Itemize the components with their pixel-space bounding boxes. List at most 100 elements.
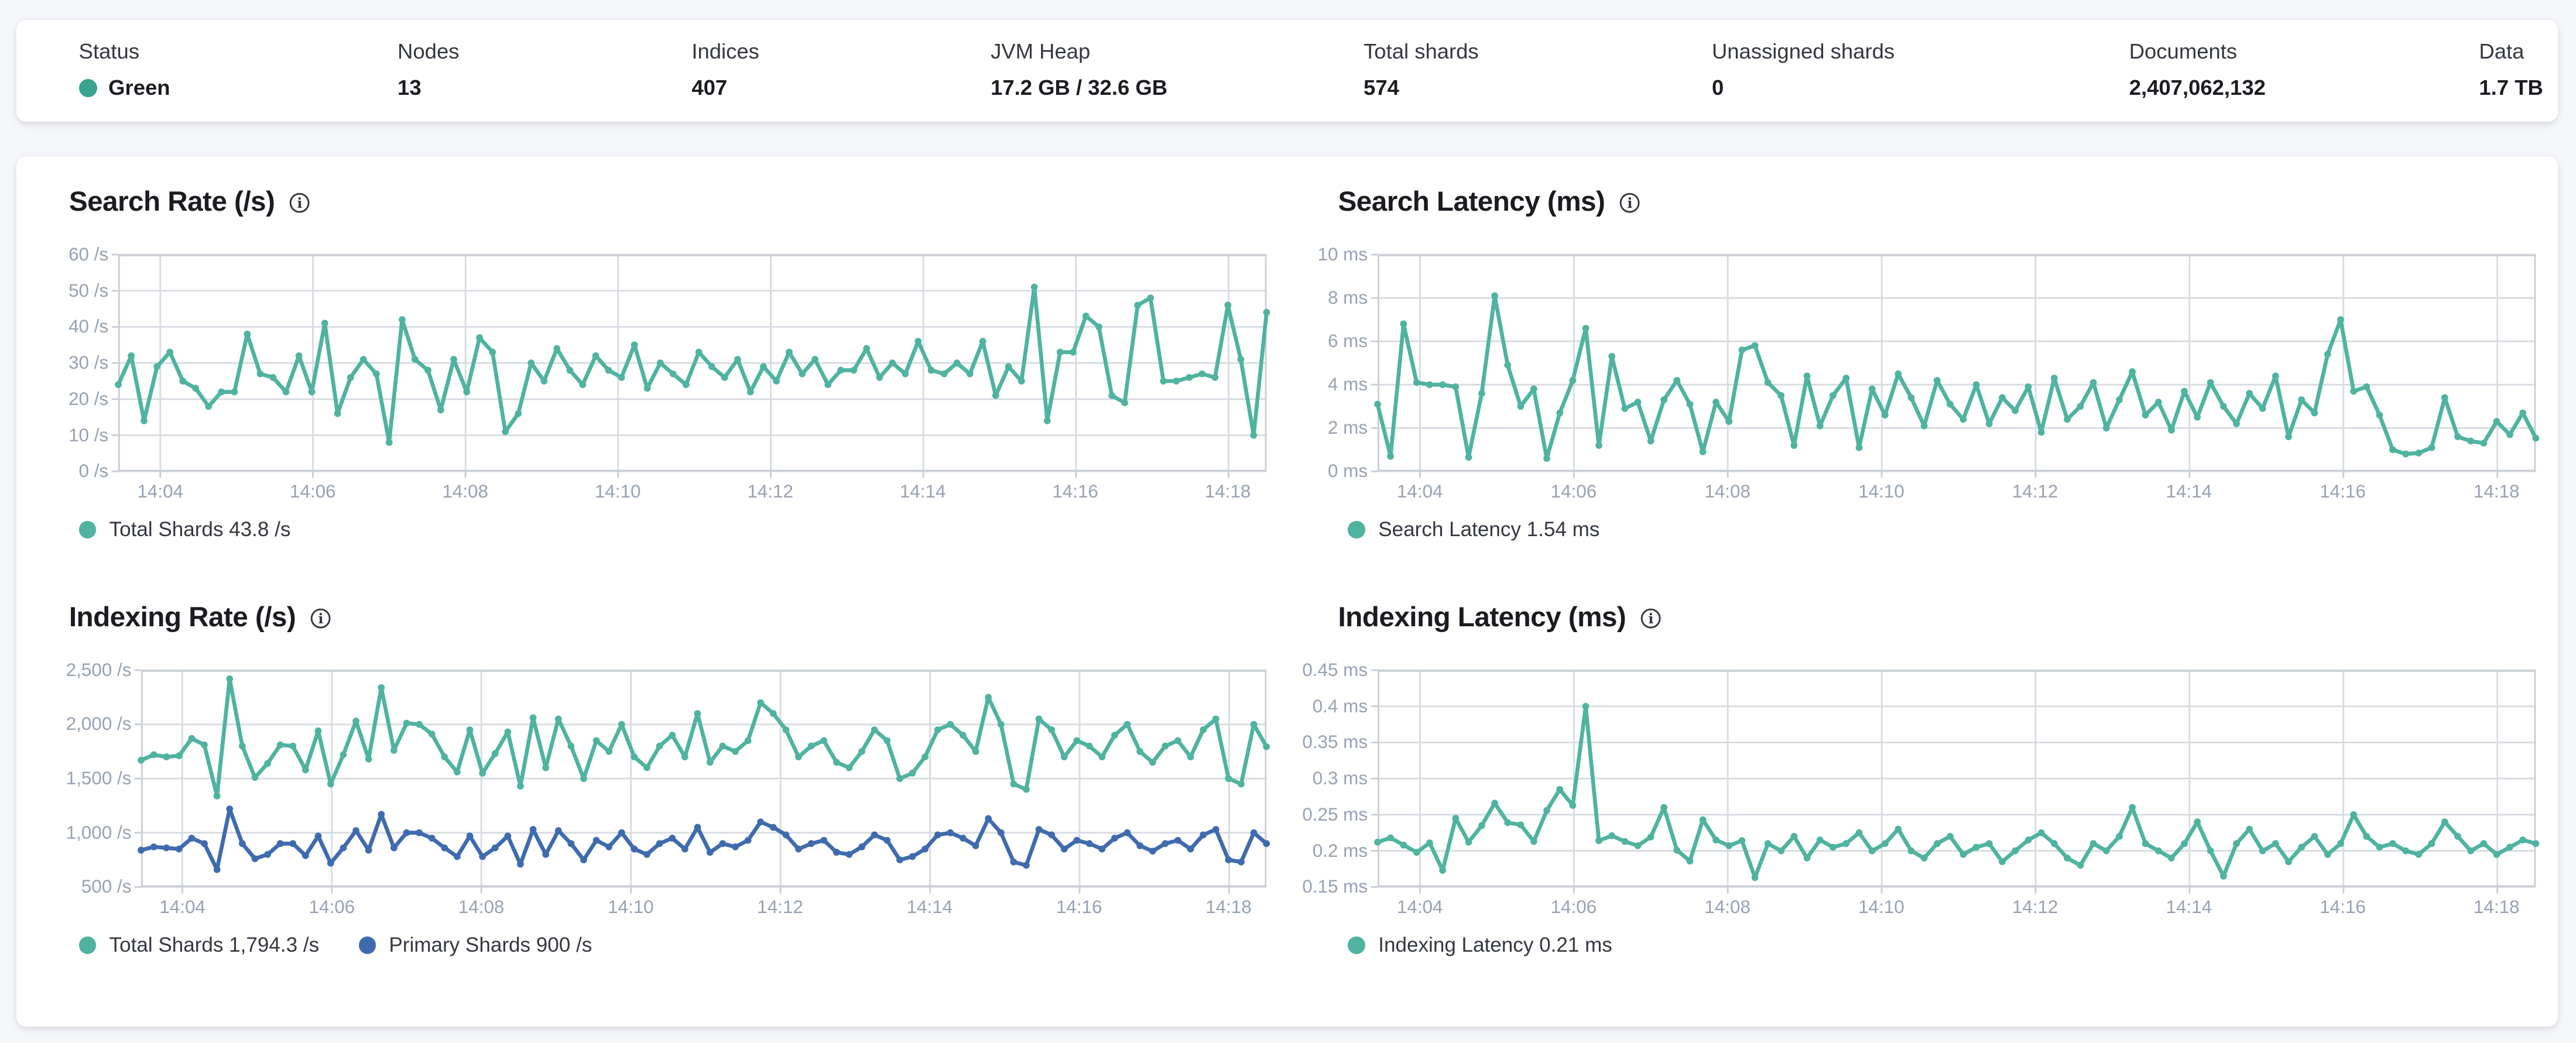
metric-value: 2,407,062,132 <box>2129 76 2266 100</box>
legend-dot-icon <box>358 936 376 954</box>
metric-label: Total shards <box>1364 39 1479 64</box>
legend-item[interactable]: Total Shards 43.8 /s <box>78 517 291 542</box>
y-tick-label: 30 /s <box>68 352 109 373</box>
line-chart-svg <box>135 669 1270 894</box>
y-tick-label: 4 ms <box>1327 374 1368 395</box>
x-tick-label: 14:04 <box>137 481 184 502</box>
indexing-latency-plot[interactable] <box>1371 669 2540 894</box>
y-axis-labels: 2,500 /s 2,000 /s 1,500 /s 1,000 /s 500 /s <box>66 660 141 897</box>
metric-value: 574 <box>1364 76 1399 100</box>
x-tick-label: 14:12 <box>757 897 803 918</box>
legend-label: Total Shards 1,794.3 /s <box>109 933 320 956</box>
y-tick-label: 0.35 ms <box>1302 732 1368 753</box>
y-tick-label: 2,000 /s <box>66 713 132 735</box>
x-tick-label: 14:06 <box>1550 481 1597 502</box>
y-tick-label: 0.15 ms <box>1302 876 1368 897</box>
legend-item[interactable]: Search Latency 1.54 ms <box>1348 517 1599 542</box>
legend-item[interactable]: Primary Shards 900 /s <box>358 933 592 958</box>
x-tick-label: 14:08 <box>442 481 488 502</box>
y-tick-label: 0.3 ms <box>1312 768 1368 789</box>
metric-value: 407 <box>691 76 728 100</box>
metric-value: 0 <box>1711 76 1724 100</box>
y-tick-label: 0.25 ms <box>1302 804 1368 825</box>
chart-panel-search-rate: Search Rate (/s) i 60 /s 50 /s 40 /s 30 /s 20… <box>68 186 1270 601</box>
legend-item[interactable]: Indexing Latency 0.21 ms <box>1348 933 1612 958</box>
svg-text:i: i <box>1627 195 1632 211</box>
x-tick-label: 14:18 <box>2473 481 2520 502</box>
x-tick-label: 14:04 <box>159 897 205 918</box>
y-axis-labels: 60 /s 50 /s 40 /s 30 /s 20 /s 10 /s 0 /s <box>68 245 118 481</box>
x-tick-label: 14:12 <box>747 481 793 502</box>
metric-total-shards: Total shards 574 <box>1364 39 1479 100</box>
x-tick-label: 14:16 <box>2320 481 2366 502</box>
metric-label: Unassigned shards <box>1711 39 1895 64</box>
legend-dot-icon <box>1348 936 1365 954</box>
metric-value: 13 <box>398 76 422 100</box>
x-tick-label: 14:08 <box>1704 897 1751 918</box>
chart-legend: Total Shards 1,794.3 /s Primary Shards 90… <box>78 933 1266 958</box>
info-icon[interactable]: i <box>1639 607 1662 630</box>
metric-unassigned-shards: Unassigned shards 0 <box>1712 39 1895 100</box>
metric-indices: Indices 407 <box>691 39 759 100</box>
x-tick-label: 14:08 <box>458 897 505 918</box>
line-chart-svg <box>111 253 1270 478</box>
info-icon[interactable]: i <box>1618 191 1641 214</box>
status-green-dot-icon <box>78 78 97 97</box>
legend-label: Primary Shards 900 /s <box>389 933 592 956</box>
y-tick-label: 20 /s <box>68 389 109 410</box>
x-tick-label: 14:06 <box>309 897 355 918</box>
info-icon[interactable]: i <box>288 191 311 214</box>
chart-title: Indexing Latency (ms) i <box>1338 601 2535 634</box>
metric-value: 17.2 GB / 32.6 GB <box>991 76 1168 100</box>
chart-legend: Search Latency 1.54 ms <box>1348 517 2534 542</box>
y-tick-label: 0 /s <box>78 461 109 482</box>
metric-label: JVM Heap <box>991 39 1091 64</box>
indexing-rate-plot[interactable] <box>135 669 1270 894</box>
x-tick-label: 14:06 <box>1550 897 1597 918</box>
chart-title: Search Rate (/s) i <box>69 186 1266 218</box>
x-tick-label: 14:10 <box>1858 897 1904 918</box>
y-tick-label: 0.2 ms <box>1312 840 1368 861</box>
metric-label: Status <box>78 39 140 64</box>
metric-label: Documents <box>2129 39 2238 64</box>
x-tick-label: 14:08 <box>1704 481 1751 502</box>
chart-panel-indexing-rate: Indexing Rate (/s) i 2,500 /s 2,000 /s 1,50… <box>66 601 1270 1017</box>
metric-nodes: Nodes 13 <box>398 39 459 100</box>
metric-documents: Documents 2,407,062,132 <box>2129 39 2266 100</box>
x-tick-label: 14:04 <box>1396 481 1443 502</box>
x-tick-label: 14:12 <box>2012 481 2058 502</box>
search-latency-plot[interactable] <box>1371 253 2540 478</box>
x-tick-label: 14:18 <box>1204 481 1251 502</box>
x-tick-label: 14:14 <box>2166 897 2212 918</box>
y-axis-labels: 10 ms 8 ms 6 ms 4 ms 2 ms 0 ms <box>1318 245 1378 481</box>
x-axis-labels: 14:04 14:06 14:08 14:10 14:12 14:14 14:16 14:18 <box>118 471 1266 502</box>
y-tick-label: 10 ms <box>1317 244 1368 265</box>
y-tick-label: 0 ms <box>1327 461 1368 482</box>
info-icon[interactable]: i <box>309 607 332 630</box>
legend-dot-icon <box>78 936 97 954</box>
metric-jvm-heap: JVM Heap 17.2 GB / 32.6 GB <box>991 39 1167 100</box>
legend-label: Total Shards 43.8 /s <box>109 517 291 541</box>
cluster-summary-card: Status Green Nodes 13 Indices 407 JVM He… <box>16 19 2558 122</box>
y-tick-label: 50 /s <box>68 280 109 301</box>
metric-label: Data <box>2479 39 2524 64</box>
legend-dot-icon <box>78 521 97 538</box>
x-tick-label: 14:14 <box>906 897 953 918</box>
metric-value: Green <box>78 76 170 100</box>
y-tick-label: 6 ms <box>1327 331 1368 352</box>
metric-value: 1.7 TB <box>2479 76 2543 100</box>
chart-legend: Total Shards 43.8 /s <box>78 517 1266 542</box>
x-tick-label: 14:10 <box>1858 481 1904 502</box>
chart-title: Search Latency (ms) i <box>1338 186 2535 218</box>
y-tick-label: 1,500 /s <box>66 768 132 789</box>
x-tick-label: 14:14 <box>899 481 946 502</box>
y-tick-label: 60 /s <box>68 244 109 265</box>
y-tick-label: 0.45 ms <box>1302 660 1368 681</box>
legend-label: Indexing Latency 0.21 ms <box>1378 933 1612 956</box>
search-rate-plot[interactable] <box>111 253 1270 478</box>
y-tick-label: 8 ms <box>1327 287 1368 308</box>
x-tick-label: 14:10 <box>608 897 654 918</box>
legend-item[interactable]: Total Shards 1,794.3 /s <box>78 933 320 958</box>
x-tick-label: 14:16 <box>1056 897 1102 918</box>
